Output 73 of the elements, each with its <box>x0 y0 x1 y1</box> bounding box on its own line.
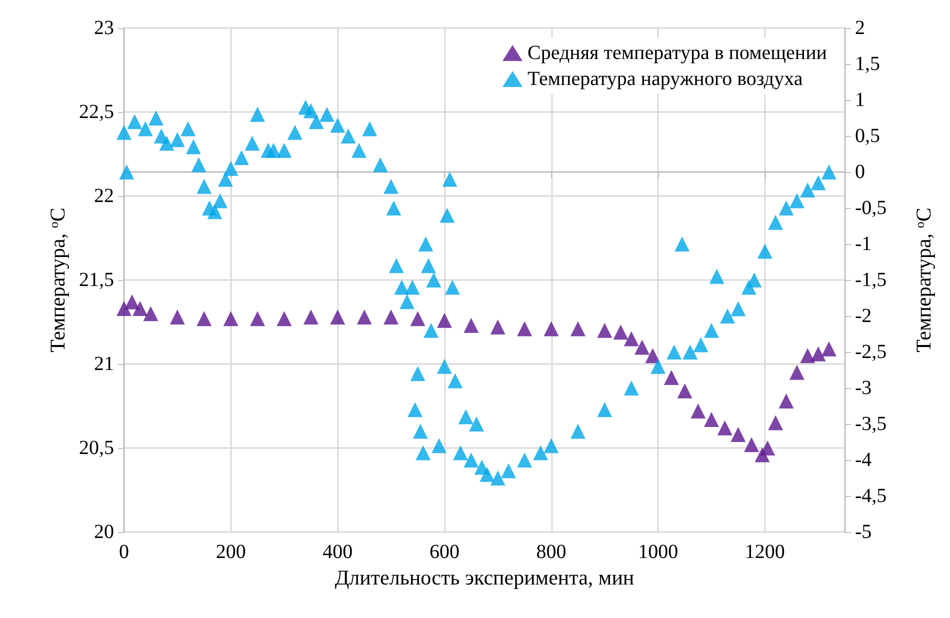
x-tick-label: 200 <box>216 541 246 563</box>
point <box>624 331 639 346</box>
y2-tick-label: -2 <box>855 305 872 327</box>
point <box>717 420 732 436</box>
y2-tick-label: -4 <box>855 449 872 471</box>
y2-tick-label: -1,5 <box>855 269 887 291</box>
x-tick-label: 0 <box>119 541 129 563</box>
point <box>356 309 372 324</box>
y2-tick-label: -3,5 <box>855 413 887 435</box>
point <box>124 294 140 310</box>
y2-axis-title: Температура, oC <box>912 208 936 352</box>
point <box>690 404 706 419</box>
x-axis-title: Длительность эксперимента, мин <box>334 565 634 590</box>
point <box>768 415 784 430</box>
point <box>570 321 586 336</box>
point <box>250 311 266 326</box>
point <box>410 311 426 326</box>
point <box>664 370 679 385</box>
point <box>821 341 836 356</box>
y-tick-label: 22,5 <box>79 101 114 123</box>
x-tick-label: 1000 <box>638 541 678 563</box>
point <box>170 309 185 324</box>
point <box>143 306 158 322</box>
y-tick-label: 21 <box>94 353 114 375</box>
point <box>223 311 238 326</box>
x-tick-label: 400 <box>322 541 353 563</box>
point <box>196 311 212 326</box>
point <box>490 320 506 335</box>
y2-tick-label: 0,5 <box>855 125 880 147</box>
y2-tick-label: -5 <box>855 521 872 543</box>
point <box>597 322 612 338</box>
y2-tick-label: 1 <box>855 89 865 111</box>
point <box>634 340 650 355</box>
point <box>436 312 452 328</box>
x-tick-label: 800 <box>536 541 566 563</box>
y2-tick-label: -3 <box>855 377 872 399</box>
y2-tick-label: 0 <box>855 161 865 183</box>
y-tick-label: 20 <box>94 521 114 543</box>
point <box>544 321 559 336</box>
point <box>116 301 132 316</box>
y2-tick-label: 2 <box>855 17 865 39</box>
legend-label: Средняя температура в помещении <box>528 42 828 64</box>
point <box>778 393 794 408</box>
y2-tick-label: 1,5 <box>855 53 880 75</box>
y-tick-label: 22 <box>94 185 114 207</box>
point <box>730 427 746 442</box>
point <box>517 321 532 336</box>
point <box>464 318 479 333</box>
point <box>303 309 318 324</box>
point <box>384 309 399 324</box>
legend-label: Температура наружного воздуха <box>528 68 803 90</box>
y2-tick-label: -0,5 <box>855 197 887 219</box>
y2-tick-label: -4,5 <box>855 485 887 507</box>
x-tick-label: 600 <box>429 541 460 563</box>
y2-tick-label: -2,5 <box>855 341 887 363</box>
point <box>276 311 292 326</box>
x-tick-label: 1200 <box>744 541 785 563</box>
point <box>677 383 692 398</box>
point <box>330 309 346 324</box>
point <box>789 364 804 380</box>
point <box>760 440 776 456</box>
y2-tick-label: -1 <box>855 233 872 255</box>
point <box>744 437 760 452</box>
y-tick-label: 20,5 <box>79 437 114 459</box>
point <box>645 348 660 364</box>
point <box>810 346 826 362</box>
y-axis-title: Температура, oC <box>46 208 70 352</box>
point <box>704 412 719 427</box>
y-tick-label: 23 <box>94 17 114 39</box>
point <box>132 301 148 316</box>
y-tick-label: 21,5 <box>79 269 114 291</box>
point <box>800 348 816 364</box>
point <box>613 324 628 340</box>
